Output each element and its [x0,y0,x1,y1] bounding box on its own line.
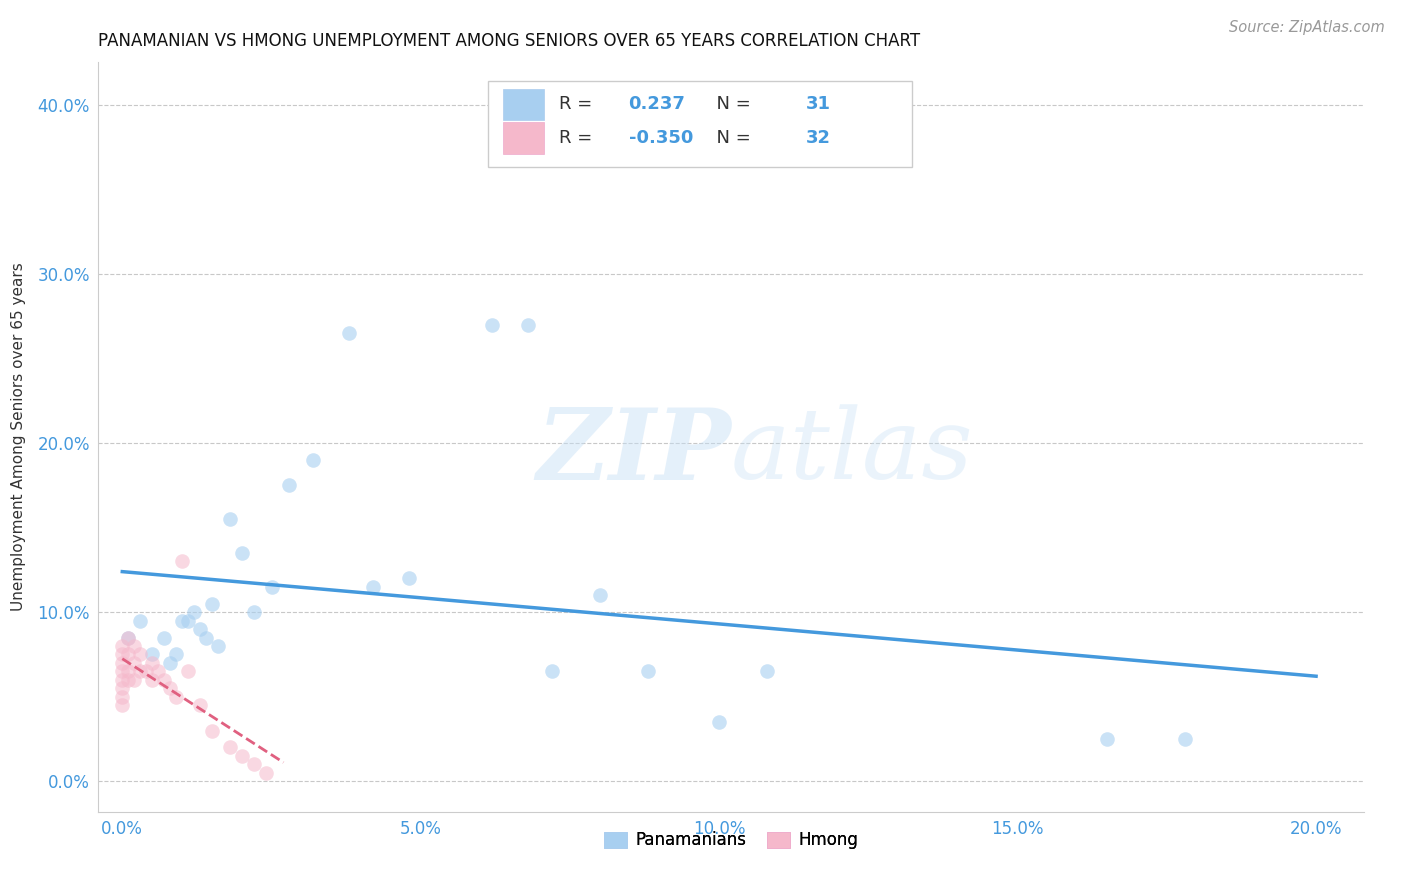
Text: R =: R = [560,95,598,113]
Point [194,631,217,645]
Point [637,665,659,679]
Point [146,665,169,679]
FancyBboxPatch shape [503,122,544,153]
Point [170,614,193,628]
Text: -0.350: -0.350 [628,129,693,147]
Point [129,648,152,662]
Point [111,639,134,653]
Point [177,614,200,628]
Point [141,673,163,687]
Point [170,554,193,568]
Point [302,453,325,467]
Point [141,656,163,670]
Text: 0.237: 0.237 [628,95,686,113]
Point [159,681,181,696]
Point [111,681,134,696]
Y-axis label: Unemployment Among Seniors over 65 years: Unemployment Among Seniors over 65 years [11,263,27,611]
Text: PANAMANIAN VS HMONG UNEMPLOYMENT AMONG SENIORS OVER 65 YEARS CORRELATION CHART: PANAMANIAN VS HMONG UNEMPLOYMENT AMONG S… [98,32,921,50]
Point [122,656,145,670]
Text: N =: N = [704,129,756,147]
Text: 32: 32 [806,129,831,147]
Point [177,665,200,679]
Point [129,614,152,628]
Point [117,631,139,645]
Point [260,580,283,594]
Point [201,597,224,611]
Point [589,588,612,602]
Point [141,648,163,662]
Point [1174,731,1197,746]
Point [135,665,157,679]
Point [709,715,731,730]
Text: Source: ZipAtlas.com: Source: ZipAtlas.com [1229,20,1385,35]
Text: atlas: atlas [731,404,974,500]
Point [481,318,503,332]
Point [278,478,301,492]
Point [165,648,187,662]
Point [231,748,253,763]
Point [165,690,187,704]
Point [231,546,253,560]
Point [153,631,176,645]
Text: ZIP: ZIP [536,404,731,500]
Point [218,512,240,526]
Point [129,665,152,679]
Point [1095,731,1118,746]
Legend: Panamanians, Hmong: Panamanians, Hmong [598,824,865,855]
Point [122,673,145,687]
Point [111,690,134,704]
Point [111,665,134,679]
Point [117,648,139,662]
Point [117,631,139,645]
Point [254,765,277,780]
Point [183,605,205,619]
Point [117,665,139,679]
Point [361,580,384,594]
Text: 31: 31 [806,95,831,113]
Point [541,665,564,679]
Point [201,723,224,738]
Point [188,622,211,636]
Point [111,648,134,662]
Point [111,673,134,687]
Point [122,639,145,653]
Text: R =: R = [560,129,598,147]
Point [337,326,360,340]
FancyBboxPatch shape [503,88,544,120]
Point [117,673,139,687]
Point [159,656,181,670]
Point [398,571,420,585]
Point [111,698,134,713]
FancyBboxPatch shape [488,81,912,168]
Point [755,665,778,679]
Point [188,698,211,713]
Point [242,757,264,772]
Point [207,639,229,653]
Text: N =: N = [704,95,756,113]
Point [111,656,134,670]
Point [242,605,264,619]
Point [517,318,540,332]
Point [218,740,240,755]
Point [153,673,176,687]
